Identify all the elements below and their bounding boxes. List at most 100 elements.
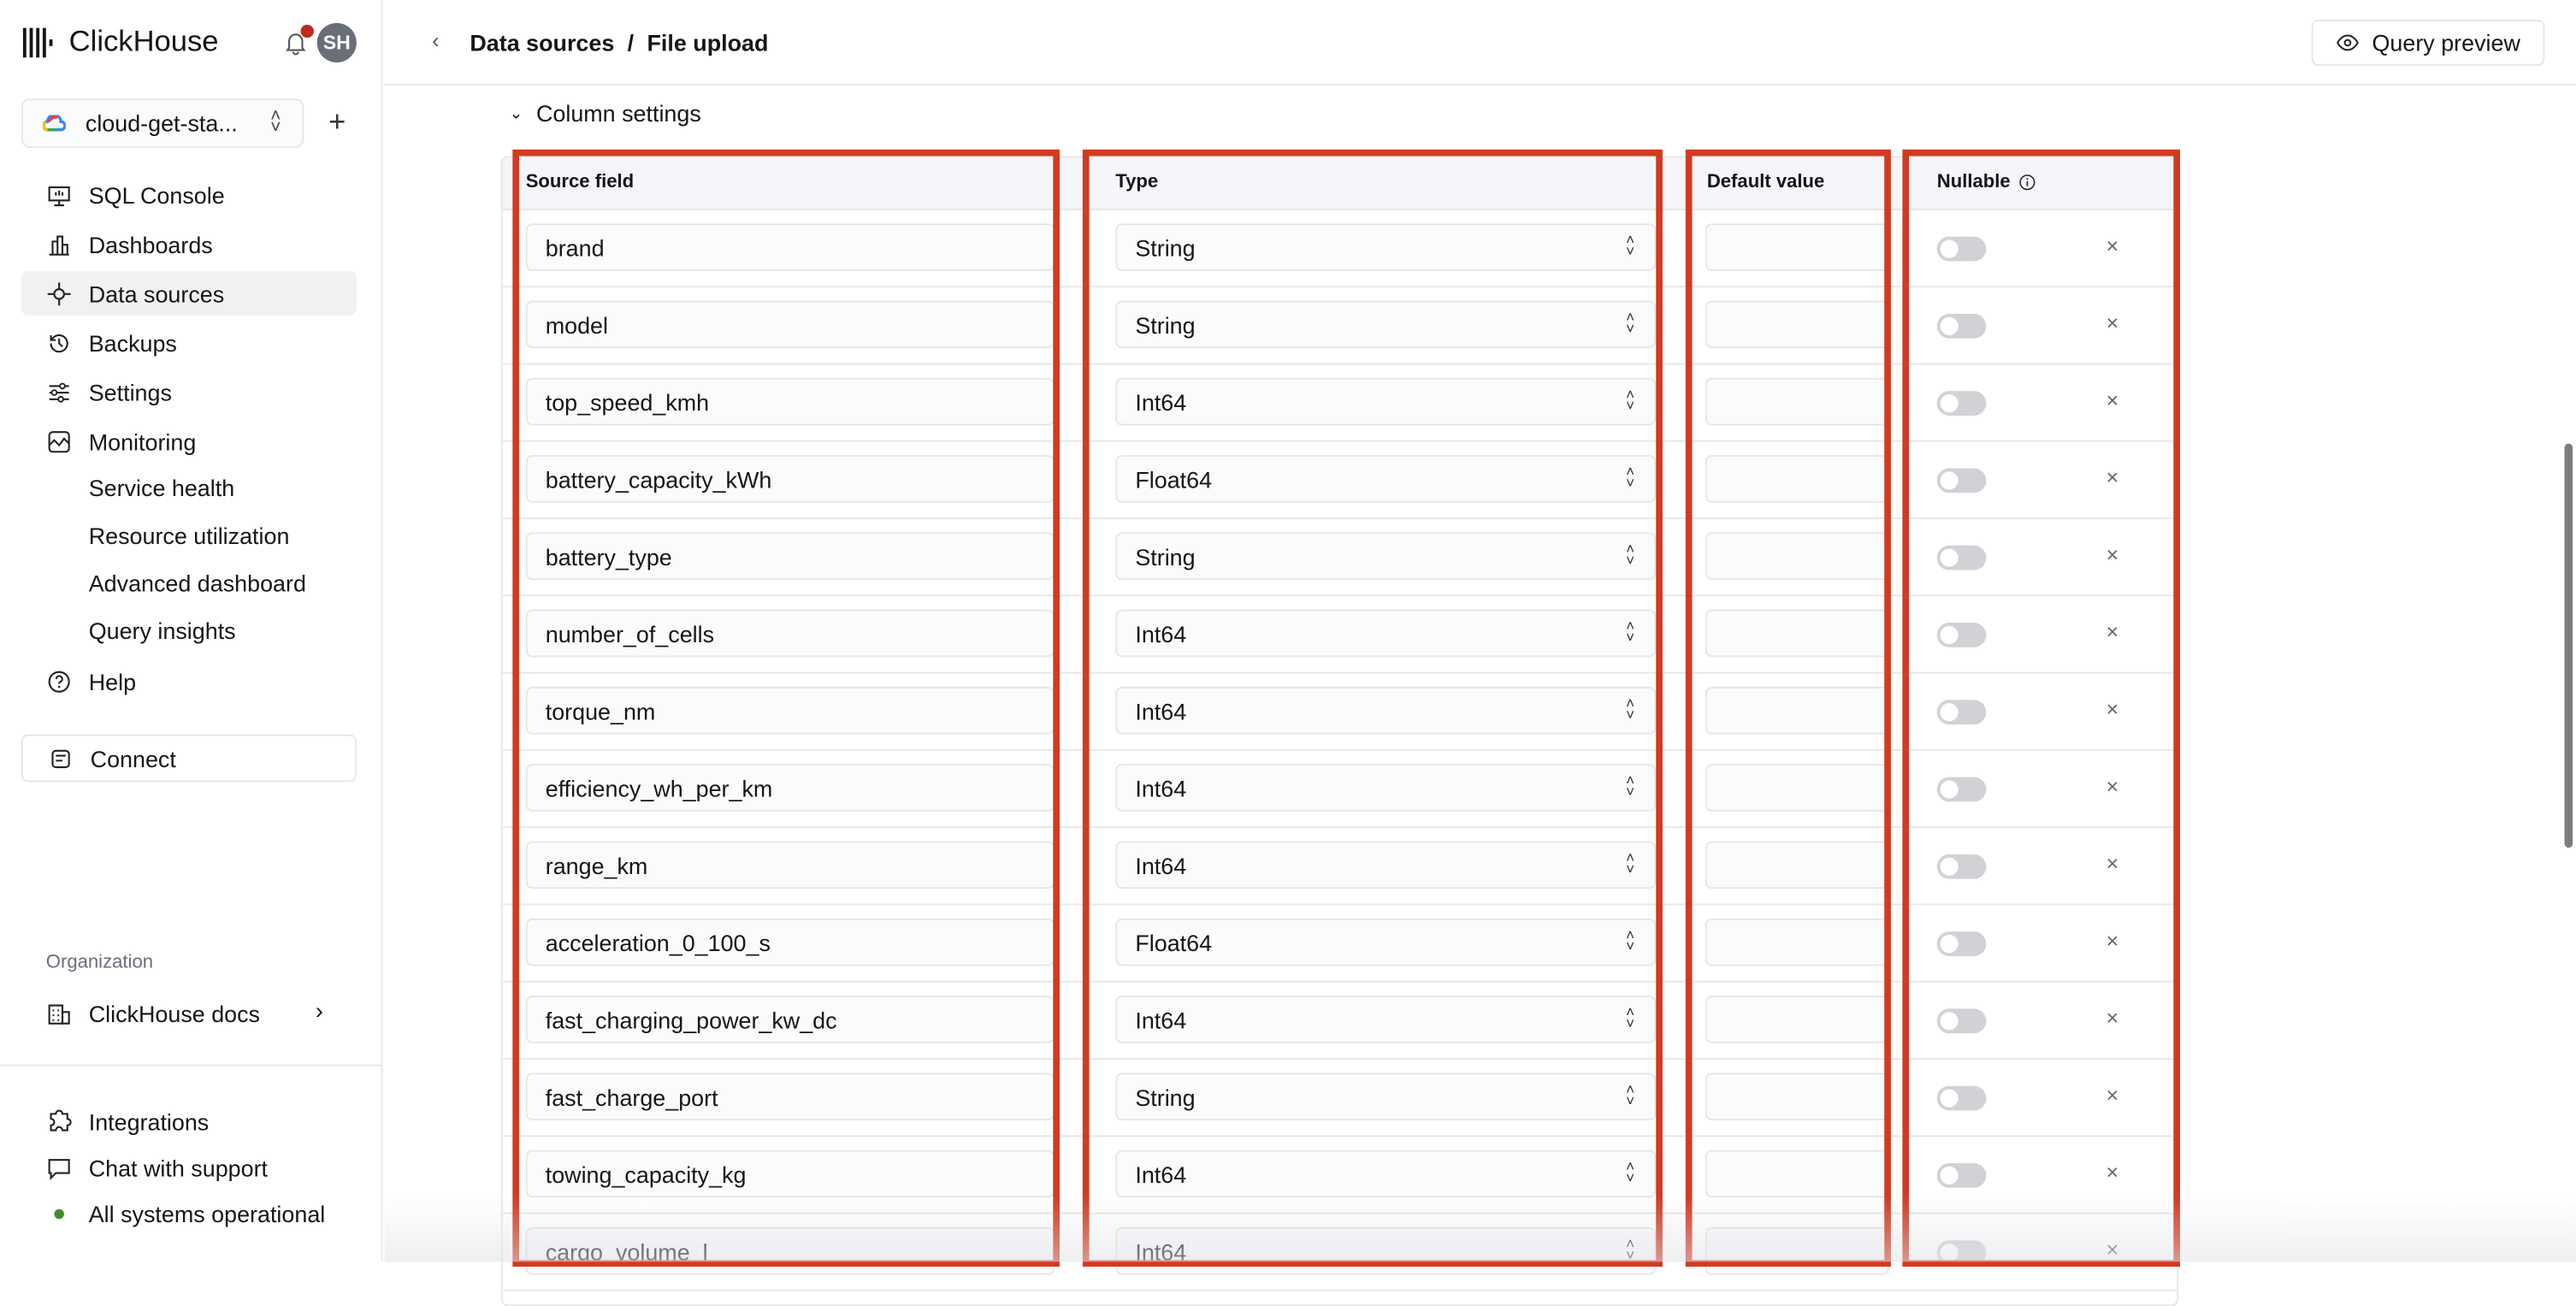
sidebar-item-help[interactable]: Help (21, 659, 357, 703)
type-select[interactable]: Int64 ˄˅ (1115, 996, 1657, 1043)
nullable-toggle[interactable] (1936, 236, 1987, 262)
default-value-input[interactable] (1705, 764, 1890, 812)
breadcrumb-data-sources[interactable]: Data sources (470, 29, 615, 56)
remove-column-close-icon[interactable]: × (2106, 1082, 2119, 1108)
type-select[interactable]: Float64 ˄ ˅ (1115, 918, 1657, 966)
scrollbar-thumb[interactable] (2564, 443, 2573, 848)
remove-column-close-icon[interactable]: × (2106, 928, 2119, 954)
sidebar-item-chat-support[interactable]: Chat with support (21, 1145, 357, 1190)
nullable-toggle[interactable] (1936, 313, 1987, 339)
default-value-input[interactable] (1705, 532, 1890, 581)
sidebar-item-dashboards[interactable]: Dashboards (21, 222, 357, 266)
back-chevron-icon[interactable]: ‹ (432, 27, 440, 53)
default-value-input[interactable] (1705, 1149, 1890, 1198)
type-select[interactable]: Float64 ˄ ˅ (1115, 455, 1657, 503)
chevron-up-down-icon: ˄˅ (270, 106, 281, 139)
sidebar-item-settings[interactable]: Settings (21, 369, 357, 414)
source-field-input[interactable]: top_speed_kmh (525, 377, 1055, 426)
nullable-toggle[interactable] (1936, 391, 1987, 416)
remove-column-close-icon[interactable]: × (2106, 1160, 2119, 1185)
service-selector[interactable]: cloud-get-sta... ˄ ˅ (21, 98, 304, 148)
avatar[interactable]: SH (316, 22, 357, 62)
nullable-toggle[interactable] (1936, 623, 1987, 647)
nullable-toggle[interactable] (1936, 854, 1987, 879)
default-value-input[interactable] (1705, 841, 1890, 889)
default-value-input[interactable] (1705, 686, 1890, 735)
source-field-input[interactable]: efficiency_wh_per_km (525, 764, 1055, 812)
help-icon (48, 670, 70, 692)
source-field-input[interactable]: fast_charging_power_kw_dc (525, 996, 1055, 1043)
sidebar-subitem-service-health[interactable]: Service health (88, 475, 235, 501)
remove-column-close-icon[interactable]: × (2106, 541, 2119, 567)
type-select[interactable]: Int64 ˄˅ (1115, 1149, 1657, 1198)
add-service-button[interactable]: + (328, 104, 346, 139)
default-value-input[interactable] (1705, 1073, 1890, 1121)
default-value-input[interactable] (1705, 455, 1890, 503)
nullable-toggle[interactable] (1936, 1162, 1987, 1188)
organization-selector[interactable]: ClickHouse docs › (21, 990, 357, 1035)
source-field-input[interactable]: torque_nm (525, 686, 1055, 735)
sidebar-subitem-advanced-dashboard[interactable]: Advanced dashboard (88, 570, 306, 597)
remove-column-close-icon[interactable]: × (2106, 1005, 2119, 1031)
default-value-input[interactable] (1705, 223, 1890, 271)
sidebar-item-monitoring[interactable]: Monitoring (21, 419, 357, 464)
type-select[interactable]: Int64 ˄˅ (1115, 609, 1657, 658)
nullable-toggle[interactable] (1936, 468, 1987, 493)
sidebar-item-integrations[interactable]: Integrations (21, 1099, 357, 1143)
sidebar-item-label: Chat with support (88, 1154, 269, 1181)
bell-icon[interactable] (282, 30, 309, 56)
default-value-input[interactable] (1705, 300, 1890, 349)
type-select[interactable]: Int64 ˄˅ (1115, 686, 1657, 735)
type-select[interactable]: Int64 ˄˅ (1115, 377, 1657, 426)
type-select[interactable]: String ˄ ˅ (1115, 532, 1657, 581)
source-field-input[interactable]: battery_type (525, 532, 1055, 581)
default-value-input[interactable] (1705, 996, 1890, 1043)
remove-column-close-icon[interactable]: × (2106, 696, 2119, 722)
nullable-toggle[interactable] (1936, 777, 1987, 802)
building-icon (48, 1003, 70, 1024)
type-select[interactable]: Int64 ˄˅ (1115, 841, 1657, 889)
type-select[interactable]: String ˄ ˅ (1115, 1073, 1657, 1121)
default-value-input[interactable] (1705, 377, 1890, 426)
remove-column-close-icon[interactable]: × (2106, 773, 2119, 799)
source-field-input[interactable]: battery_capacity_kWh (525, 455, 1055, 503)
nullable-toggle[interactable] (1936, 1008, 1987, 1034)
nullable-toggle[interactable] (1936, 545, 1987, 570)
remove-column-close-icon[interactable]: × (2106, 233, 2119, 258)
connect-button[interactable]: Connect (21, 734, 357, 783)
source-field-input[interactable]: fast_charge_port (525, 1073, 1055, 1121)
sidebar-subitem-query-insights[interactable]: Query insights (88, 618, 236, 644)
type-select[interactable]: String ˄ ˅ (1115, 223, 1657, 271)
sidebar-item-sql-console[interactable]: SQL Console (21, 173, 357, 217)
remove-column-close-icon[interactable]: × (2106, 619, 2119, 644)
source-field-input[interactable]: model (525, 300, 1055, 349)
nullable-toggle[interactable] (1936, 1085, 1987, 1111)
type-value: Int64 (1135, 388, 1187, 416)
remove-column-close-icon[interactable]: × (2106, 464, 2119, 490)
remove-column-close-icon[interactable]: × (2106, 851, 2119, 876)
clickhouse-logo[interactable]: ClickHouse (22, 25, 219, 59)
default-value-input[interactable] (1705, 918, 1890, 966)
chevron-up-down-icon: ˄˅ (1626, 1158, 1635, 1186)
nullable-toggle[interactable] (1936, 931, 1987, 956)
sidebar-item-data-sources[interactable]: Data sources (21, 270, 357, 316)
remove-column-close-icon[interactable]: × (2106, 310, 2119, 335)
source-field-input[interactable]: number_of_cells (525, 609, 1055, 658)
nullable-toggle[interactable] (1936, 700, 1987, 725)
info-icon[interactable] (2018, 174, 2035, 191)
sidebar-subitem-resource-utilization[interactable]: Resource utilization (88, 522, 290, 549)
remove-column-close-icon[interactable]: × (2106, 387, 2119, 413)
source-field-input[interactable]: acceleration_0_100_s (525, 918, 1055, 966)
breadcrumb: Data sources / File upload (470, 30, 768, 56)
source-field-input[interactable]: brand (525, 223, 1055, 271)
system-status[interactable]: All systems operational (21, 1191, 357, 1236)
source-field-input[interactable]: towing_capacity_kg (525, 1149, 1055, 1198)
source-field-input[interactable]: range_km (525, 841, 1055, 889)
type-select[interactable]: String ˄ ˅ (1115, 300, 1657, 349)
sidebar-item-label: Dashboards (88, 230, 213, 257)
sidebar-item-backups[interactable]: Backups (21, 321, 357, 365)
query-preview-button[interactable]: Query preview (2311, 20, 2545, 66)
column-settings-toggle[interactable]: ⌄ Column settings (509, 100, 700, 127)
default-value-input[interactable] (1705, 609, 1890, 658)
type-select[interactable]: Int64 ˄˅ (1115, 764, 1657, 812)
